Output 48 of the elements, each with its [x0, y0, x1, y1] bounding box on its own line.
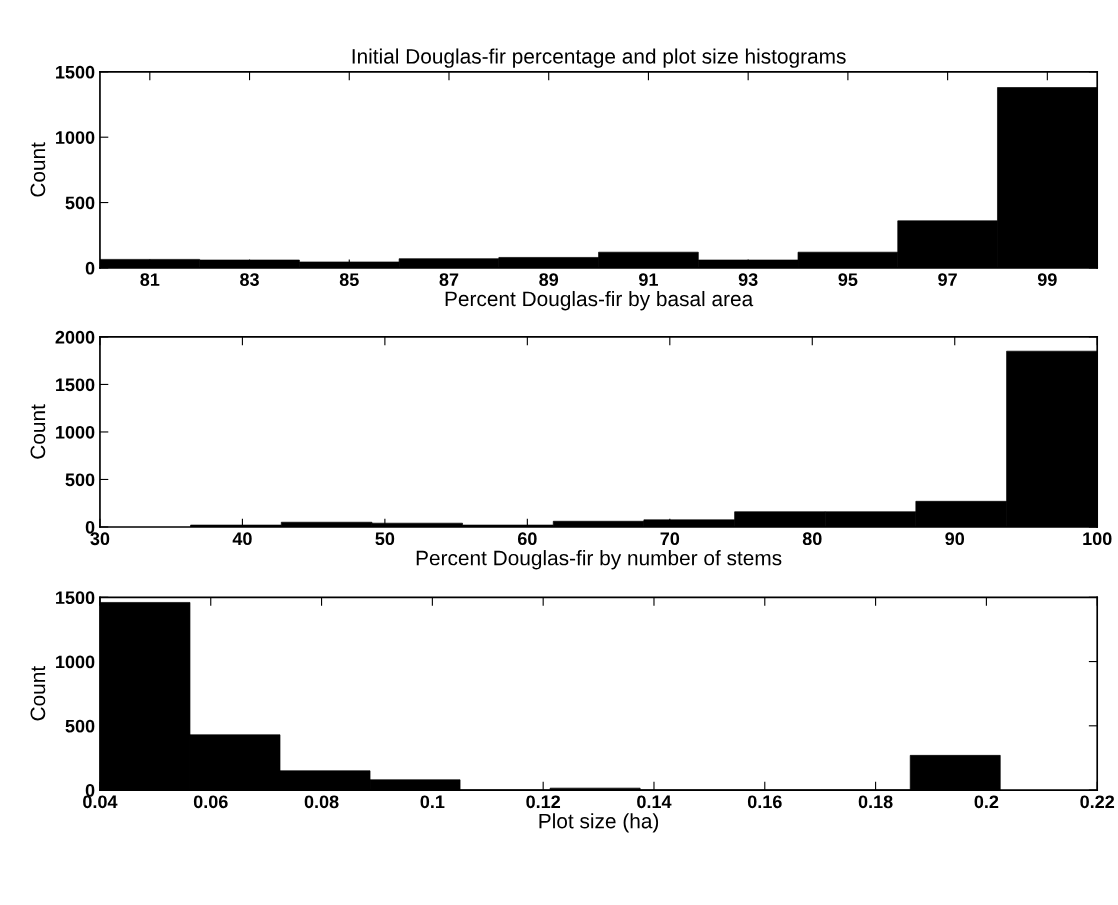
y-tick-label: 2000: [55, 330, 95, 344]
x-tick-label: 70: [660, 532, 680, 546]
x-tick-label: 0.2: [974, 795, 999, 809]
y-tick-label: 1500: [56, 65, 95, 79]
y-axis-title: Count: [30, 666, 46, 721]
x-tick-label: 0.16: [747, 795, 782, 809]
x-tick-label: 0.06: [193, 795, 228, 809]
y-tick-label: 0: [85, 520, 95, 534]
y-tick-label: 1000: [56, 425, 95, 439]
y-tick-label: 1500: [56, 591, 95, 605]
x-tick-label: 97: [938, 273, 957, 286]
x-tick-label: 0.18: [858, 795, 893, 809]
x-tick-label: 83: [240, 273, 259, 287]
x-tick-label: 0.1: [420, 795, 445, 809]
x-tick-label: 80: [802, 532, 822, 546]
x-tick-label: 60: [517, 532, 537, 546]
y-axis-title: Count: [30, 404, 46, 459]
x-tick-label: 89: [539, 273, 559, 286]
x-tick-label: 0.08: [304, 795, 339, 809]
y-tick-label: 0: [85, 261, 95, 275]
y-tick-label: 500: [65, 719, 95, 733]
x-axis-title: Percent Douglas-fir by number of stems: [416, 550, 782, 570]
y-tick-label: 0: [85, 784, 95, 797]
x-axis-title: Percent Douglas-fir by basal area: [445, 290, 754, 311]
x-tick-label: 50: [375, 532, 395, 546]
x-tick-label: 85: [339, 273, 359, 286]
y-tick-label: 1000: [56, 655, 95, 669]
x-tick-label: 93: [738, 273, 758, 287]
x-tick-label: 91: [639, 273, 658, 286]
x-tick-label: 95: [838, 273, 858, 286]
x-tick-label: 90: [945, 532, 965, 546]
x-tick-label: 81: [140, 273, 160, 286]
chart-title: Initial Douglas-fir percentage and plot size histograms: [352, 48, 846, 68]
x-tick-label: 100: [1083, 532, 1112, 546]
x-tick-label: 87: [439, 273, 459, 286]
y-tick-label: 1500: [56, 378, 95, 392]
y-tick-label: 500: [65, 473, 95, 487]
x-tick-label: 0.14: [637, 795, 672, 809]
x-axis-title: Plot size (ha): [539, 813, 659, 833]
y-axis-title: Count: [30, 142, 46, 197]
y-tick-label: 1000: [56, 131, 95, 144]
x-tick-label: 0.22: [1080, 795, 1115, 809]
y-tick-label: 500: [65, 196, 95, 210]
x-tick-label: 0.04: [83, 795, 118, 809]
x-tick-label: 99: [1037, 273, 1057, 286]
x-tick-label: 30: [90, 532, 110, 546]
x-tick-label: 40: [232, 532, 252, 546]
x-tick-label: 0.12: [526, 795, 561, 809]
